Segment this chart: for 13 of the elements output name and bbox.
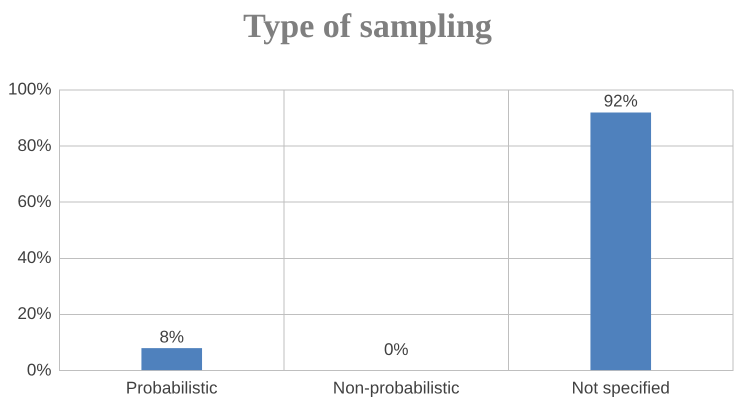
y-tick-label: 100% bbox=[8, 80, 52, 99]
x-tick-label: Not specified bbox=[572, 378, 670, 398]
y-tick-label: 60% bbox=[17, 192, 52, 211]
data-label: 8% bbox=[159, 327, 184, 346]
y-tick-label: 0% bbox=[26, 360, 52, 380]
y-tick-label: 80% bbox=[17, 136, 52, 155]
x-tick-label: Probabilistic bbox=[126, 378, 218, 398]
chart-title: Type of sampling bbox=[242, 8, 493, 46]
data-label: 0% bbox=[384, 340, 409, 359]
y-tick-label: 20% bbox=[17, 304, 52, 324]
data-label: 92% bbox=[604, 92, 638, 111]
x-tick-label: Non-probabilistic bbox=[332, 378, 460, 398]
y-tick-label: 40% bbox=[17, 248, 52, 268]
